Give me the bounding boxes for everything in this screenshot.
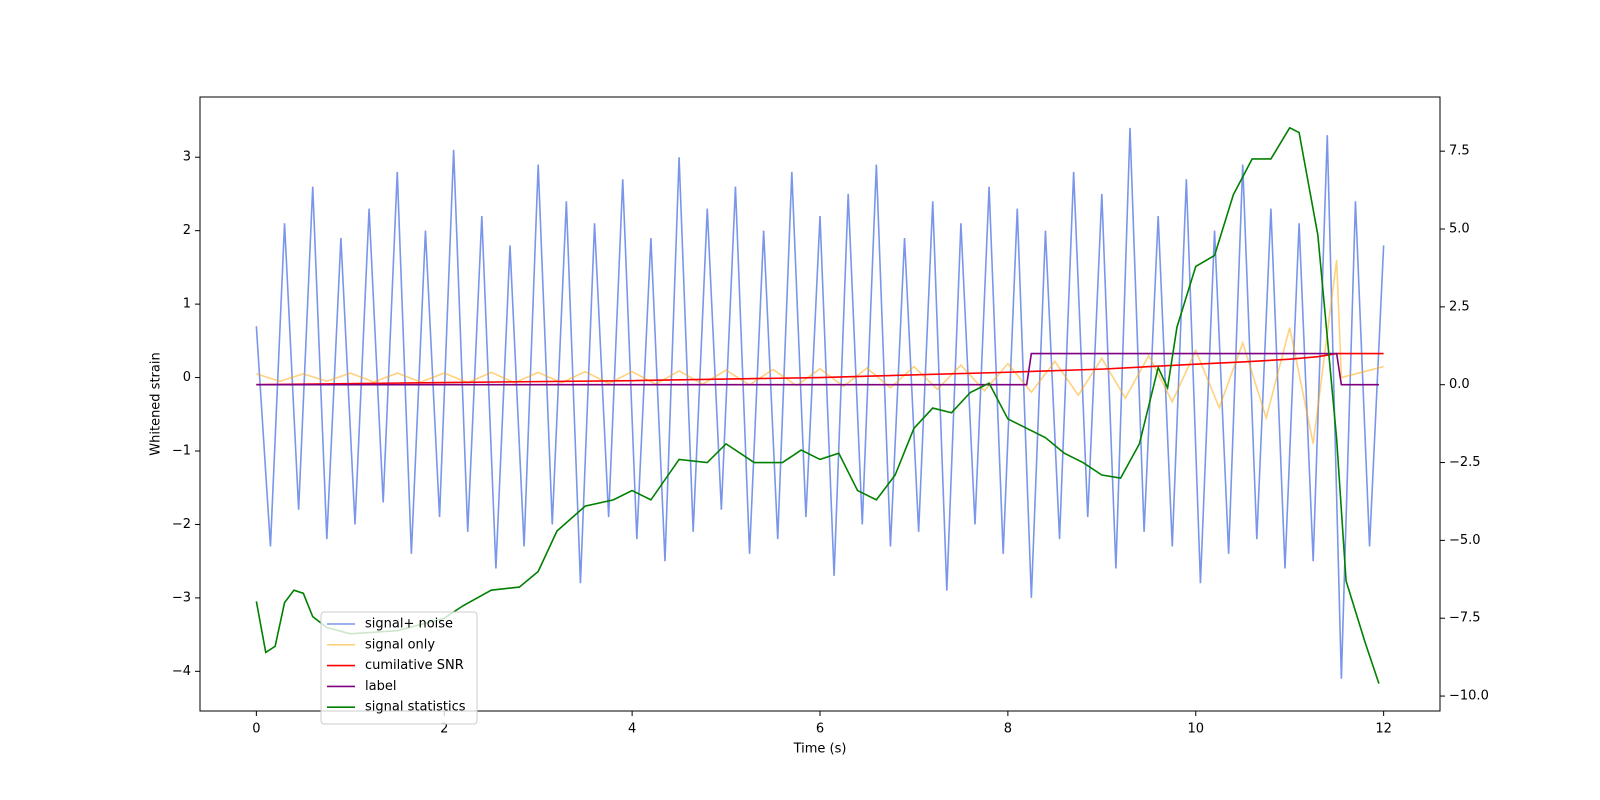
y-tick-label: −1 bbox=[172, 444, 191, 459]
legend-label: label bbox=[365, 679, 396, 694]
y-tick-label: 0 bbox=[183, 370, 191, 385]
series-line bbox=[255, 126, 1380, 684]
y2-tick-label: −10.0 bbox=[1449, 689, 1489, 704]
y-axis-label: Whitened strain bbox=[149, 352, 164, 455]
y2-tick-label: 2.5 bbox=[1449, 299, 1470, 314]
y2-tick-label: 5.0 bbox=[1449, 222, 1470, 237]
legend-label: signal+ noise bbox=[365, 617, 453, 632]
x-tick-label: 6 bbox=[816, 722, 824, 737]
y2-tick-label: −7.5 bbox=[1449, 611, 1481, 626]
series-line bbox=[256, 352, 1379, 386]
legend-label: signal only bbox=[365, 637, 435, 652]
series-line bbox=[256, 259, 1384, 444]
y2-tick-label: 7.5 bbox=[1449, 144, 1470, 159]
y2-tick-label: −5.0 bbox=[1449, 533, 1481, 548]
y-tick-label: 2 bbox=[183, 223, 191, 238]
plot-frame bbox=[199, 96, 1441, 712]
legend-label: signal statistics bbox=[365, 700, 466, 715]
y-tick-label: 1 bbox=[183, 297, 191, 312]
y-tick-label: −2 bbox=[172, 517, 191, 532]
x-tick-label: 2 bbox=[440, 722, 448, 737]
x-tick-label: 12 bbox=[1375, 722, 1392, 737]
x-tick-label: 10 bbox=[1187, 722, 1204, 737]
legend-box bbox=[320, 611, 478, 725]
x-axis-label: Time (s) bbox=[793, 742, 847, 757]
series-line bbox=[256, 352, 1384, 386]
y2-tick-label: −2.5 bbox=[1449, 455, 1481, 470]
x-tick-label: 4 bbox=[628, 722, 636, 737]
x-tick-label: 0 bbox=[252, 722, 260, 737]
y2-tick-label: 0.0 bbox=[1449, 377, 1470, 392]
series-line bbox=[255, 127, 1385, 679]
y-tick-label: −3 bbox=[172, 590, 191, 605]
x-tick-label: 8 bbox=[1004, 722, 1012, 737]
y-tick-label: 3 bbox=[183, 150, 191, 165]
y-tick-label: −4 bbox=[172, 664, 191, 679]
legend-label: cumilative SNR bbox=[365, 658, 464, 673]
